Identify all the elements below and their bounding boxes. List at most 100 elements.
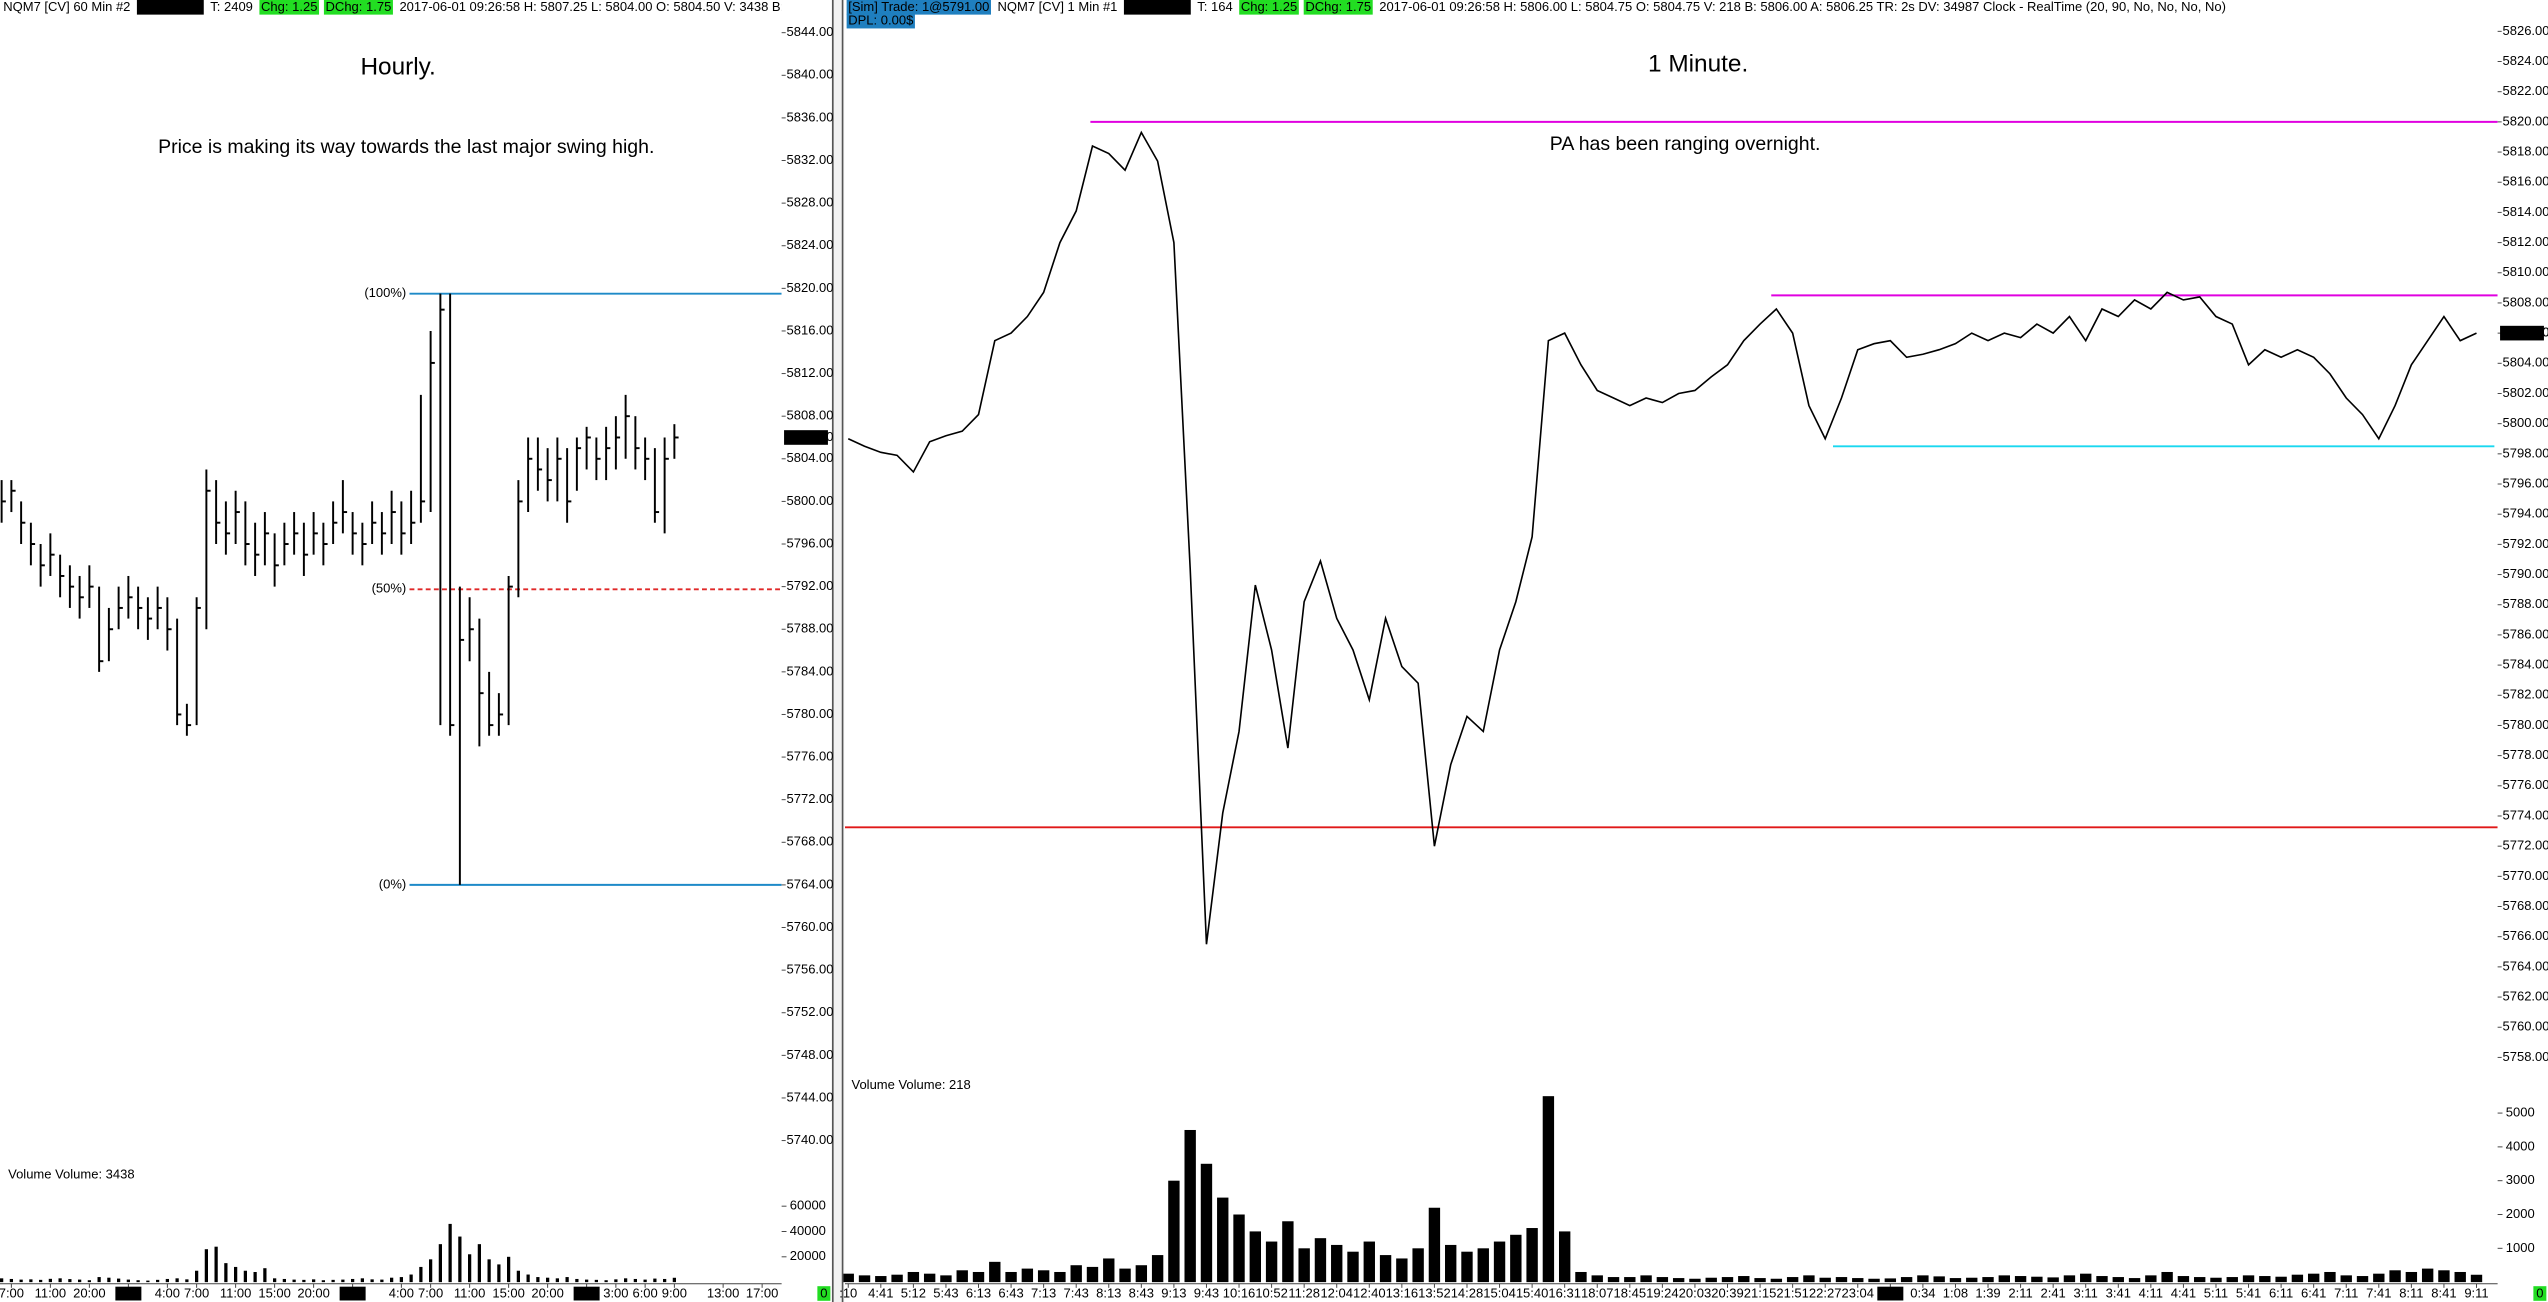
volume-bar — [989, 1261, 1001, 1283]
volume-bar — [370, 1279, 374, 1283]
y-tick-label: 5786.00 — [2503, 626, 2548, 641]
x-tick-label: 15:04 — [1483, 1285, 1516, 1300]
y-tick-label: 5796.00 — [2503, 475, 2548, 490]
x-tick-label: 8:13 — [1096, 1285, 1121, 1300]
y-tick-label: 5784.00 — [2503, 657, 2548, 672]
header-text: T: 164 — [1197, 0, 1232, 14]
header-text: C: 5806.00 — [1126, 0, 1190, 14]
x-tick-label: 1:08 — [1943, 1285, 1968, 1300]
x-tick-label: 9:00 — [662, 1285, 687, 1300]
y-tick-label: 5800.00 — [2503, 415, 2548, 430]
volume-bar — [2421, 1268, 2434, 1283]
volume-bar — [2405, 1271, 2418, 1283]
volume-bar — [331, 1279, 335, 1283]
status-box — [2533, 1286, 2547, 1301]
x-tick-label: 10:52 — [1255, 1285, 1288, 1300]
volume-bar — [487, 1259, 491, 1283]
volume-bar — [1249, 1231, 1261, 1283]
volume-bar — [565, 1277, 569, 1283]
y-tick-label: 5772.00 — [2503, 838, 2548, 853]
volume-bar — [516, 1270, 520, 1283]
y-tick-label: 5826.00 — [2503, 23, 2548, 38]
y-tick-label: 5794.00 — [2503, 506, 2548, 521]
volume-bar — [972, 1271, 985, 1283]
volume-bar — [585, 1279, 589, 1283]
y-tick-label: 5776.00 — [2503, 777, 2548, 792]
volume-bar — [1184, 1129, 1196, 1283]
volume-bar — [2226, 1277, 2238, 1283]
x-tick-label: 6:11 — [2269, 1285, 2293, 1300]
volume-bar — [1005, 1271, 1017, 1283]
volume-bar — [1086, 1266, 1099, 1283]
header-badge — [136, 0, 204, 15]
volume-bar — [2307, 1273, 2320, 1283]
x-tick-label: 18:07 — [1581, 1285, 1614, 1300]
y-tick-label: 5836.00 — [787, 109, 834, 124]
volume-bar — [1119, 1268, 1131, 1283]
x-tick-label: 0:34 — [1910, 1285, 1935, 1300]
volume-bar — [1021, 1268, 1034, 1283]
volume-bar — [429, 1259, 433, 1283]
volume-bar — [2194, 1277, 2206, 1283]
volume-bar — [351, 1278, 355, 1283]
volume-bar — [546, 1277, 550, 1283]
volume-bar — [507, 1256, 511, 1283]
volume-bar — [1672, 1278, 1685, 1283]
volume-bar — [243, 1270, 247, 1283]
x-tick-label: 11:00 — [35, 1285, 67, 1300]
volume-bar — [292, 1279, 296, 1283]
x-tick-label: 4:41 — [2171, 1285, 2196, 1300]
y-tick-label: 5800.00 — [787, 493, 834, 508]
last-price-label: 5806.00 — [2503, 325, 2548, 340]
volume-bar — [1428, 1207, 1441, 1283]
volume-bar — [1200, 1163, 1213, 1283]
status-label: 0 — [2536, 1285, 2543, 1300]
x-tick-label: 10:16 — [1223, 1285, 1256, 1300]
volume-bar — [2210, 1277, 2222, 1283]
volume-bar — [858, 1275, 871, 1283]
volume-bar — [2373, 1273, 2385, 1283]
volume-bar — [224, 1263, 228, 1283]
volume-bar — [146, 1280, 150, 1283]
date-badge — [573, 1286, 600, 1301]
y-tick-label: 5812.00 — [2503, 234, 2548, 249]
volume-bar — [1900, 1277, 1913, 1283]
volume-bar — [1738, 1276, 1750, 1283]
x-tick-label: 7:00 — [0, 1285, 24, 1300]
volume-bar — [1037, 1270, 1050, 1283]
volume-bar — [940, 1275, 952, 1283]
volume-bar — [536, 1277, 540, 1283]
y-tick-label: 5784.00 — [787, 663, 834, 678]
volume-bar — [117, 1278, 121, 1283]
header-text: DPL: 0.00$ — [848, 13, 914, 28]
volume-bar — [614, 1279, 618, 1283]
y-tick-label: 5760.00 — [787, 919, 834, 934]
y-tick-label: 5766.00 — [2503, 928, 2548, 943]
volume-bar — [1640, 1275, 1652, 1283]
volume-bar — [1998, 1275, 2010, 1283]
volume-bar — [312, 1279, 316, 1283]
volume-bar — [2145, 1275, 2157, 1283]
volume-bar — [448, 1223, 452, 1283]
x-tick-label: 14:28 — [1451, 1285, 1484, 1300]
x-tick-label: 15:00 — [258, 1285, 291, 1300]
volume-bar — [1575, 1271, 1587, 1283]
volume-bar — [526, 1274, 530, 1283]
volume-bar — [875, 1276, 887, 1283]
volume-bar — [1852, 1278, 1864, 1283]
volume-bar — [341, 1279, 345, 1283]
header-badge — [846, 0, 991, 15]
volume-bar — [1396, 1258, 1408, 1283]
y-tick-label: 5816.00 — [787, 322, 834, 337]
volume-bar — [0, 1278, 4, 1283]
header-text: NQM7 [CV] 1 Min #1 — [997, 0, 1117, 14]
x-tick-label: :10 — [839, 1285, 857, 1300]
volume-bar — [1445, 1244, 1457, 1283]
date-badge — [339, 1286, 366, 1301]
x-tick-label: 8:43 — [1129, 1285, 1154, 1300]
volume-bar — [2128, 1278, 2141, 1283]
y-tick-label: 5796.00 — [787, 535, 834, 550]
y-tick-label: 5764.00 — [787, 876, 834, 891]
volume-bar — [2291, 1274, 2304, 1283]
